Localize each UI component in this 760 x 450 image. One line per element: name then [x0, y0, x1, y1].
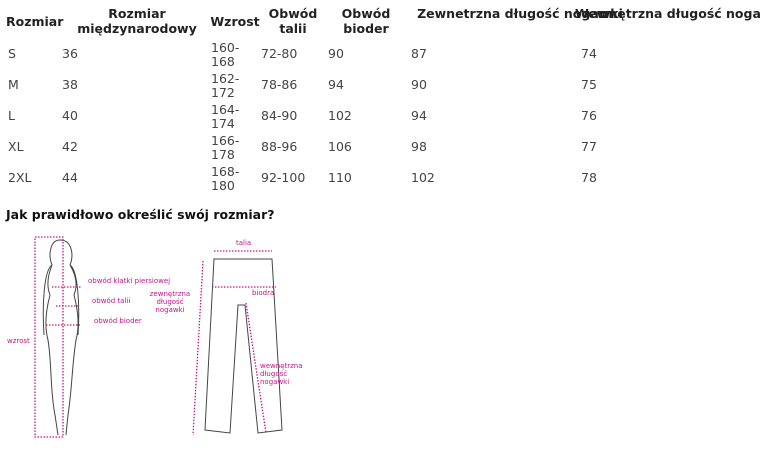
cell-inner-leg: 77 [581, 139, 597, 154]
measurement-figures: obwód klatki piersiowej obwód talii obwó… [7, 236, 283, 438]
cell-outer-leg: 98 [411, 139, 427, 154]
cell-waist: 88-96 [261, 139, 298, 154]
cell-hips: 102 [328, 108, 352, 123]
label-chest: obwód klatki piersiowej [88, 277, 170, 285]
cell-size: M [8, 77, 19, 92]
cell-waist: 84-90 [261, 108, 298, 123]
cell-inner-leg: 75 [581, 77, 597, 92]
label-waist-pants: talia [236, 239, 251, 247]
header-height: Wzrost [210, 14, 260, 29]
header-size: Rozmiar [6, 14, 64, 29]
woman-figure: obwód klatki piersiowej obwód talii obwó… [7, 236, 170, 438]
label-hips-pants: biodra [252, 289, 274, 297]
cell-size: L [8, 108, 15, 123]
cell-waist: 92-100 [261, 170, 306, 185]
label-inner-leg: wewnętrzna długość nogawki [260, 362, 303, 386]
cell-outer-leg: 102 [411, 170, 435, 185]
label-outer-leg: zewnętrzna długość nogawki [149, 290, 191, 314]
cell-outer-leg: 94 [411, 108, 427, 123]
pants-figure: talia biodra [192, 239, 283, 436]
header-international-size: Rozmiar międzynarodowy [77, 6, 197, 36]
header-hips: Obwód bioder [341, 6, 391, 36]
cell-international-size: 44 [62, 170, 78, 185]
cell-waist: 72-80 [261, 46, 298, 61]
size-guide-heading: Jak prawidłowo określić swój rozmiar? [6, 207, 275, 222]
label-hips: obwód bioder [94, 317, 142, 325]
cell-hips: 110 [328, 170, 352, 185]
cell-international-size: 36 [62, 46, 78, 61]
cell-waist: 78-86 [261, 77, 298, 92]
cell-hips: 94 [328, 77, 344, 92]
label-waist: obwód talii [92, 297, 130, 305]
cell-inner-leg: 76 [581, 108, 597, 123]
cell-hips: 106 [328, 139, 352, 154]
cell-international-size: 38 [62, 77, 78, 92]
cell-hips: 90 [328, 46, 344, 61]
cell-outer-leg: 90 [411, 77, 427, 92]
header-inner-leg: Wewnętrzna długość nogawki [574, 6, 760, 21]
cell-size: S [8, 46, 16, 61]
cell-size: 2XL [8, 170, 32, 185]
cell-inner-leg: 78 [581, 170, 597, 185]
cell-height: 166-178 [211, 133, 240, 162]
header-outer-leg: Zewnetrzna długość nogawki [417, 6, 623, 21]
cell-international-size: 40 [62, 108, 78, 123]
cell-size: XL [8, 139, 24, 154]
cell-height: 160-168 [211, 40, 240, 69]
cell-height: 164-174 [211, 102, 240, 131]
label-height: wzrost [7, 337, 30, 345]
cell-international-size: 42 [62, 139, 78, 154]
cell-outer-leg: 87 [411, 46, 427, 61]
cell-inner-leg: 74 [581, 46, 597, 61]
header-waist: Obwód talii [268, 6, 318, 36]
cell-height: 168-180 [211, 164, 240, 193]
cell-height: 162-172 [211, 71, 240, 100]
